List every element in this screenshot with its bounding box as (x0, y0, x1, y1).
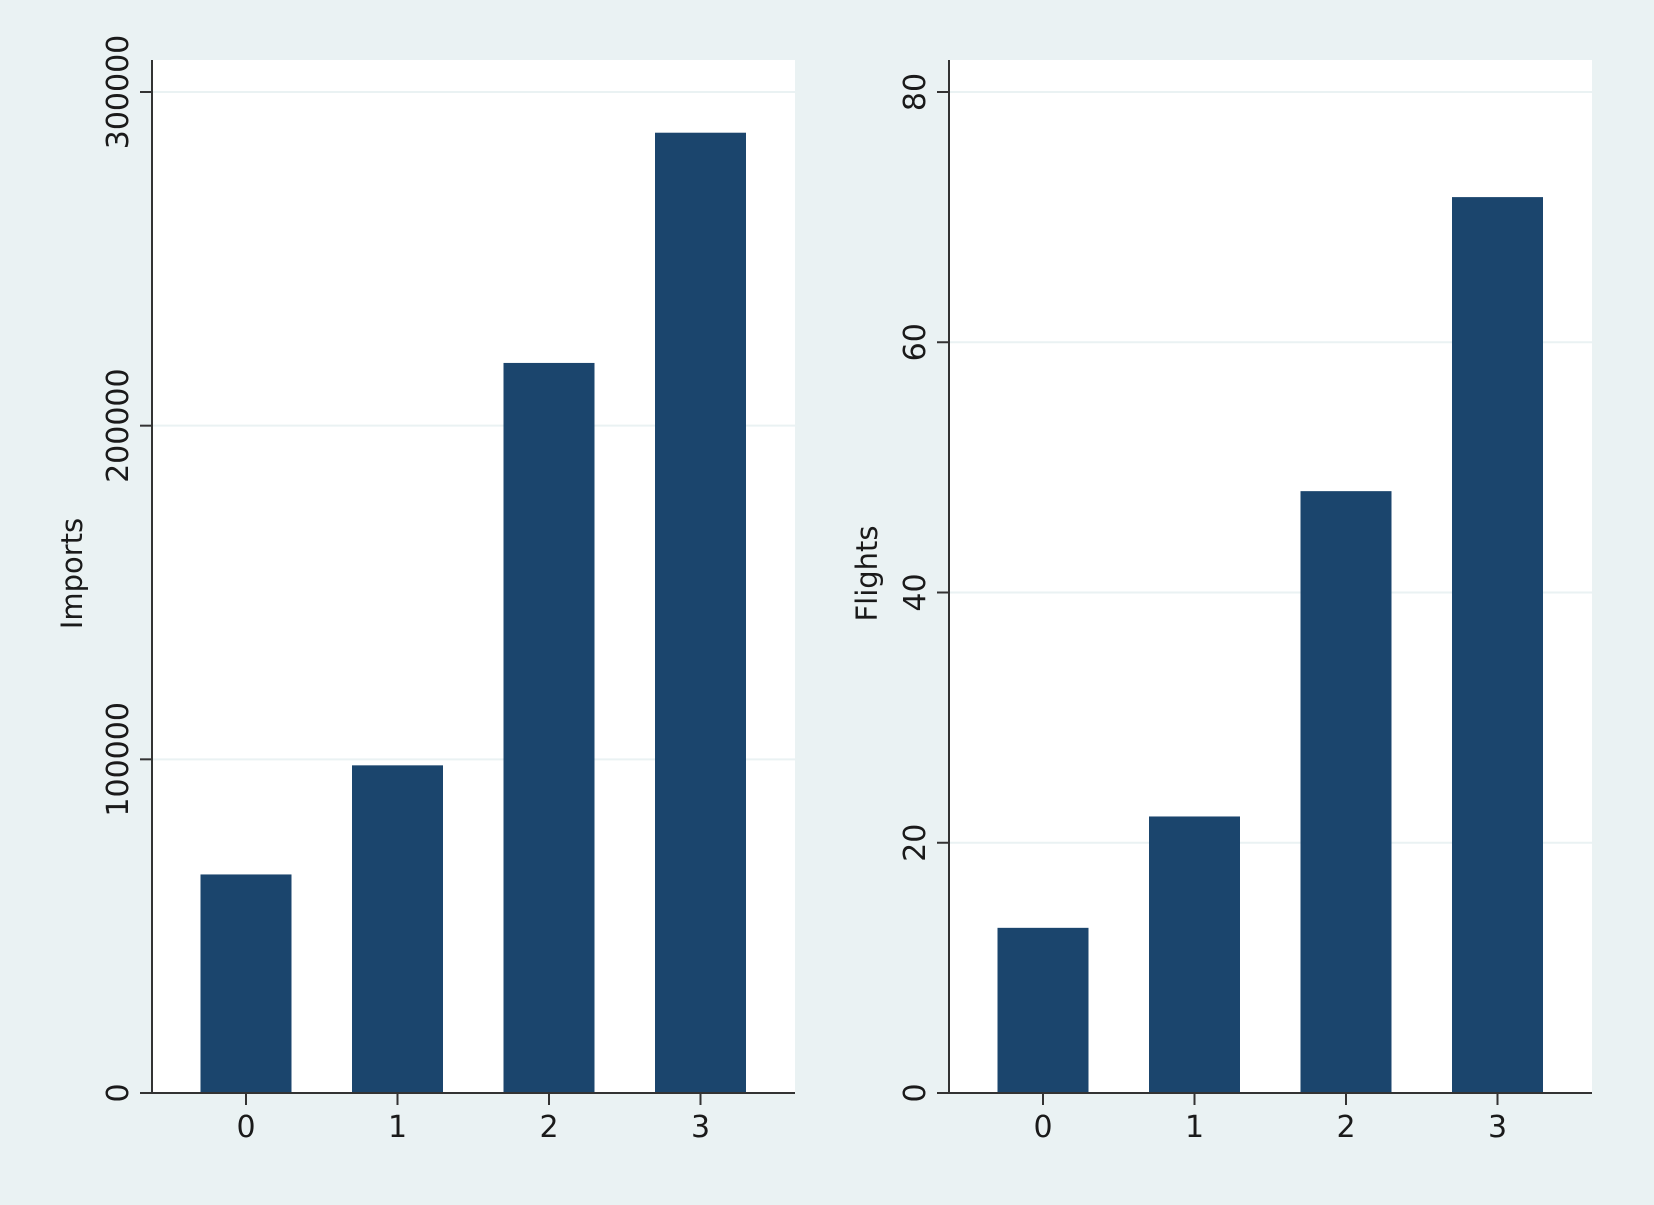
flights-y-axis-title: Flights (850, 525, 884, 621)
flights-bar-0 (997, 927, 1089, 1093)
imports-y-tick-label: 100000 (101, 702, 136, 817)
flights-y-tick-label: 40 (898, 573, 933, 611)
imports-bar-1 (352, 765, 443, 1093)
imports-x-tick-label: 3 (691, 1110, 710, 1145)
flights-bar-1 (1149, 816, 1240, 1093)
imports-bar-3 (655, 132, 746, 1093)
flights-x-tick-label: 1 (1185, 1110, 1204, 1145)
flights-bar-2 (1300, 491, 1392, 1093)
flights-y-tick-label: 80 (898, 73, 933, 111)
imports-bar-2 (503, 362, 595, 1093)
flights-x-tick-label: 3 (1488, 1110, 1507, 1145)
imports-y-tick-label: 200000 (101, 368, 136, 483)
imports-chart-panel: 0 100000 200000 300000 0 1 2 3 Imports (55, 35, 795, 1145)
flights-x-tick-label: 2 (1336, 1110, 1355, 1145)
flights-y-tick-label: 60 (898, 323, 933, 361)
flights-y-tick-label: 0 (898, 1083, 933, 1102)
flights-x-tick-label: 0 (1033, 1110, 1052, 1145)
imports-y-axis-title: Imports (55, 518, 89, 629)
flights-y-tick-label: 20 (898, 824, 933, 862)
imports-y-tick-label: 0 (101, 1083, 136, 1102)
imports-x-tick-label: 2 (539, 1110, 558, 1145)
flights-bar-3 (1452, 197, 1543, 1094)
imports-x-tick-label: 0 (236, 1110, 255, 1145)
imports-y-tick-label: 300000 (101, 35, 136, 150)
flights-chart-panel: 0 20 40 60 80 0 1 2 3 Flights (850, 60, 1592, 1145)
imports-bar-0 (200, 874, 292, 1093)
imports-x-tick-label: 1 (388, 1110, 407, 1145)
